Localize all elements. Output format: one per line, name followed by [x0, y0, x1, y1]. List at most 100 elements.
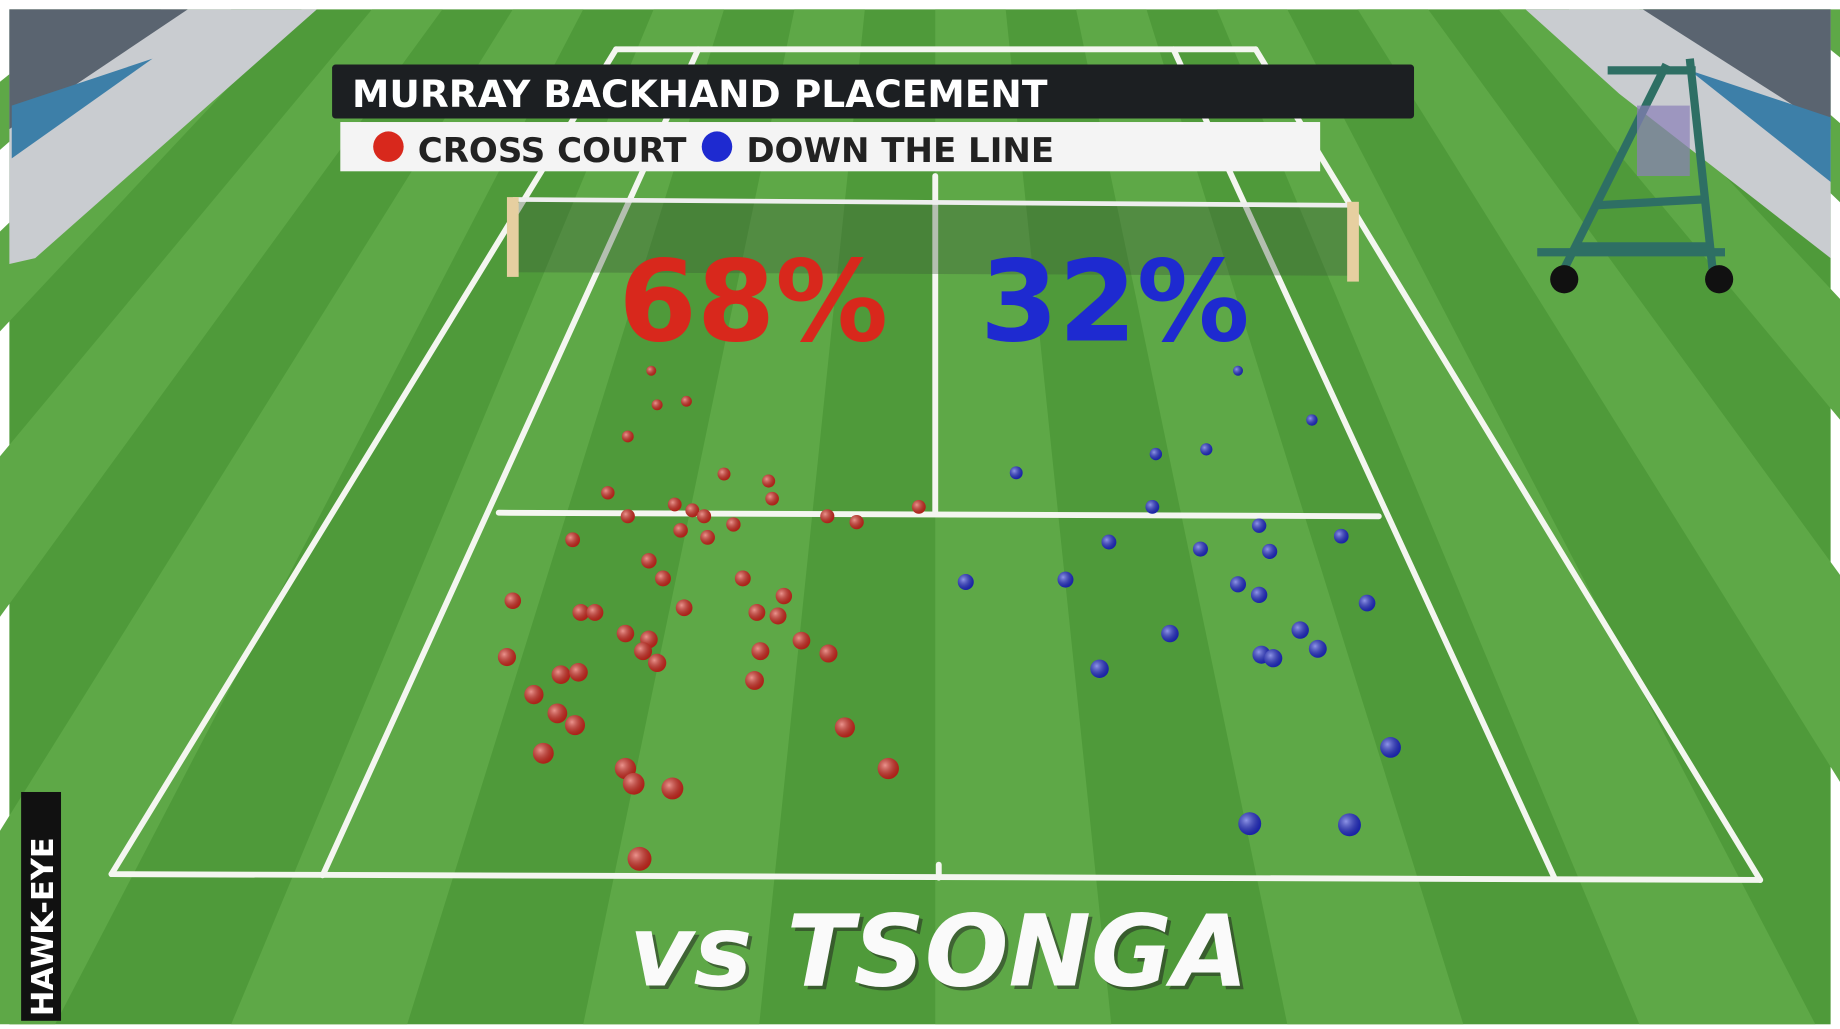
umpire-chair	[1537, 58, 1726, 278]
cross-court-shot-shade	[675, 599, 693, 617]
down-the-line-shot-shade	[1380, 737, 1401, 758]
down-the-line-shot-shade	[1229, 576, 1247, 593]
cross-court-shot-shade	[769, 607, 787, 625]
wheel	[1550, 265, 1579, 294]
cross-court-shot-shade	[697, 509, 712, 524]
title-bar	[332, 64, 1415, 119]
stat-cross-court: 68%	[619, 235, 889, 367]
net-post	[506, 197, 519, 277]
cross-court-shot-shade	[765, 491, 779, 506]
cross-court-shot-shade	[551, 665, 571, 684]
down-the-line-shot-shade	[1264, 649, 1283, 668]
cross-court-shot-shade	[681, 395, 692, 407]
cross-court-shot-shade	[586, 604, 604, 621]
cross-court-shot-shade	[717, 467, 731, 481]
stripe	[0, 9, 302, 332]
cross-court-shot-shade	[524, 685, 544, 705]
down-the-line-shot-shade	[1200, 443, 1213, 456]
court-lines	[108, 46, 1764, 883]
down-the-line-shot-shade	[1101, 534, 1117, 550]
down-the-line-shot-shade	[957, 573, 974, 590]
cross-court-shot-shade	[504, 592, 522, 609]
stat-down-the-line: 32%	[980, 235, 1250, 367]
stripe	[1357, 9, 1840, 782]
cross-court-shot-shade	[745, 671, 764, 690]
legend-label: CROSS COURT	[418, 131, 688, 171]
down-the-line-shot-shade	[1333, 528, 1349, 544]
cross-court-shot-shade	[641, 553, 657, 569]
cross-court-shot-shade	[622, 772, 645, 795]
net	[512, 201, 1356, 276]
legend-bar	[340, 122, 1321, 172]
opponent: vs TSONGA	[629, 896, 1248, 1010]
stripe	[1216, 9, 1816, 1025]
cross-court-shot-shade	[497, 648, 516, 667]
down-the-line-shot-shade	[1262, 543, 1278, 560]
down-the-line-shot-shade	[1251, 518, 1267, 533]
cross-court-shot-shade	[569, 663, 588, 682]
cross-court-shot-shade	[834, 717, 855, 738]
stand-left-panel	[11, 58, 153, 159]
cross-court-shot-shade	[620, 509, 635, 524]
down-the-line-shot-shade	[1238, 812, 1262, 836]
cross-court-shot-shade	[734, 570, 751, 587]
cross-court-shot-shade	[667, 497, 682, 512]
net-post	[1347, 201, 1359, 282]
cross-court-shot-shade	[627, 846, 652, 871]
cross-court-shot-shade	[648, 653, 667, 673]
down-the-line-shot-shade	[1233, 365, 1243, 376]
cross-court-shot-shade	[877, 757, 899, 780]
down-the-line-shot-shade	[1338, 813, 1361, 837]
down-the-line-shot-shade	[1145, 499, 1160, 514]
credit: HAWK-EYE	[26, 837, 61, 1016]
credit-box	[21, 791, 62, 1021]
cross-court-shot-shade	[911, 499, 926, 514]
cross-court-shot-shade	[849, 515, 864, 530]
cross-court-shot-shade	[762, 474, 776, 488]
cross-court-shot-shade	[726, 517, 741, 532]
down-the-line-shot-shade	[1090, 659, 1109, 679]
down-the-line-shot-shade	[1250, 586, 1268, 604]
cross-court-shot-shade	[565, 532, 581, 548]
shots	[497, 365, 1401, 871]
down-the-line-shot-shade	[1009, 466, 1023, 480]
down-the-line-shot-shade	[1358, 594, 1376, 612]
cross-court-shot-shade	[564, 715, 586, 736]
cross-court-shot-shade	[616, 624, 635, 643]
umpire	[1636, 105, 1690, 176]
cross-court-shot-shade	[685, 503, 700, 518]
cross-court-shot-shade	[646, 365, 657, 376]
down-the-line-shot-shade	[1291, 621, 1309, 639]
legend-swatch	[373, 131, 404, 162]
legend-label: DOWN THE LINE	[746, 131, 1054, 171]
down-the-line-shot-shade	[1161, 624, 1179, 643]
cross-court-shot-shade	[673, 523, 688, 538]
down-the-line-shot-shade	[1057, 571, 1074, 588]
wheel	[1705, 265, 1734, 294]
cross-court-shot-shade	[661, 777, 684, 800]
stripe	[0, 9, 443, 617]
cross-court-shot-shade	[820, 509, 835, 524]
net-tape	[512, 197, 1356, 208]
cross-court-shot-shade	[601, 486, 615, 500]
cross-court-shot-shade	[655, 570, 671, 587]
cross-court-shot-shade	[819, 644, 838, 663]
stripe	[583, 9, 865, 1025]
down-the-line-shot-shade	[1149, 447, 1163, 461]
cross-court-shot-shade	[751, 642, 770, 661]
stripe	[0, 9, 584, 1025]
cross-court-shot-shade	[651, 399, 663, 411]
cross-court-shot-shade	[572, 604, 590, 621]
stand-right-panel	[1689, 70, 1831, 182]
stripe	[1498, 9, 1840, 420]
down-the-line-shot-shade	[1306, 414, 1318, 426]
cross-court-shot-shade	[634, 642, 653, 661]
down-the-line-shot-shade	[1192, 541, 1208, 557]
cross-court-shot-shade	[700, 530, 715, 545]
opponent-shadow: vs TSONGA	[633, 899, 1252, 1013]
cross-court-shot-shade	[748, 604, 766, 621]
cross-court-shot-shade	[775, 587, 793, 605]
cross-court-shot-shade	[621, 430, 634, 443]
